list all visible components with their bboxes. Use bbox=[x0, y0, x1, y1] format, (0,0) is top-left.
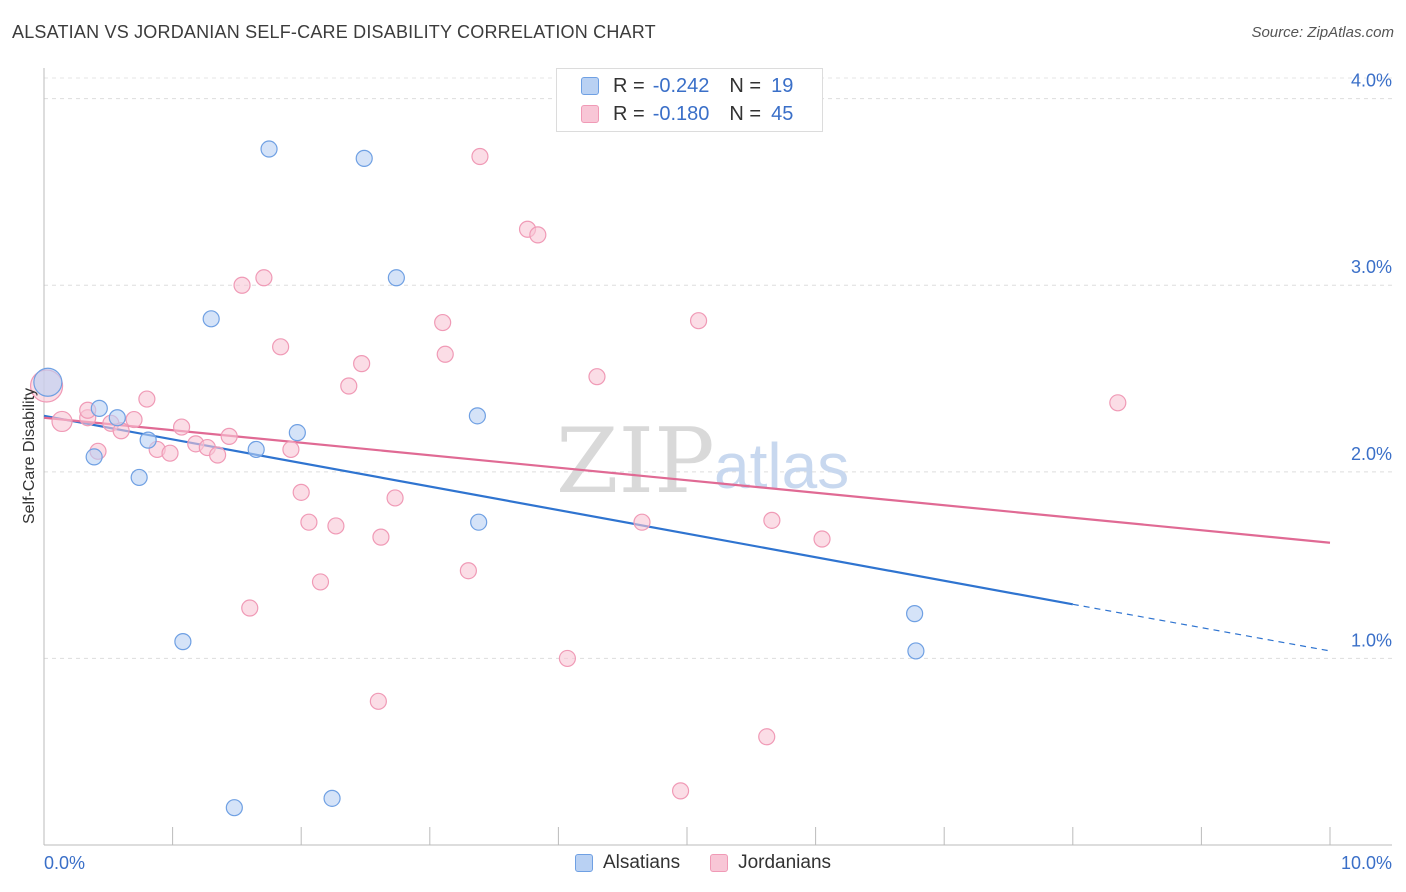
r-label: R = bbox=[613, 102, 645, 125]
jordanians-point bbox=[311, 573, 330, 591]
alsatians-point bbox=[260, 140, 278, 158]
jordanians-point bbox=[292, 483, 310, 501]
jordanians-point bbox=[241, 599, 259, 617]
jordanians-point bbox=[161, 444, 179, 462]
jordanians-point bbox=[459, 562, 477, 580]
jordanians-r-value: -0.180 bbox=[652, 102, 710, 125]
chart-source: Source: ZipAtlas.com bbox=[1251, 24, 1394, 41]
alsatians-point bbox=[355, 149, 373, 167]
watermark-zip: ZIP bbox=[556, 409, 715, 514]
alsatians-r-value: -0.242 bbox=[652, 74, 710, 97]
jordanians-point bbox=[633, 513, 651, 531]
axes bbox=[43, 68, 1392, 846]
n-label: N = bbox=[729, 74, 762, 97]
n-label: N = bbox=[729, 102, 762, 125]
alsatians-n-value: 19 bbox=[771, 74, 794, 97]
alsatians-point bbox=[906, 605, 924, 623]
alsatians-point bbox=[288, 424, 306, 442]
jordanians-point bbox=[386, 489, 404, 507]
alsatians-point bbox=[387, 269, 405, 287]
tick-labels: 1.0% 2.0% 3.0% 4.0% 0.0% 10.0% bbox=[44, 71, 1392, 873]
jordanians-point bbox=[282, 440, 300, 459]
jordanians-point bbox=[529, 226, 547, 244]
y-tick-label: 2.0% bbox=[1351, 444, 1392, 464]
y-tick-label: 4.0% bbox=[1351, 71, 1392, 91]
jordanians-point bbox=[327, 517, 345, 535]
alsatians-point bbox=[323, 789, 341, 807]
x-tick-label: 10.0% bbox=[1341, 853, 1392, 873]
jordanians-point bbox=[372, 528, 390, 546]
jordanians-point bbox=[689, 312, 708, 330]
alsatians-point bbox=[85, 448, 103, 466]
jordanians-point bbox=[138, 390, 156, 408]
alsatians-trend-extension bbox=[1072, 603, 1331, 652]
y-axis-label: Self-Care Disability bbox=[21, 388, 38, 524]
alsatians-point bbox=[130, 468, 148, 487]
y-tick-label: 1.0% bbox=[1351, 630, 1392, 650]
y-tick-label: 3.0% bbox=[1351, 257, 1392, 277]
jordanians-point bbox=[353, 355, 371, 373]
alsatians-swatch bbox=[581, 77, 599, 95]
watermark: ZIP atlas bbox=[556, 409, 849, 514]
alsatians-point bbox=[907, 642, 925, 660]
jordanians-point bbox=[209, 446, 227, 464]
legend-item-alsatians: Alsatians bbox=[574, 852, 681, 874]
jordanians-point bbox=[671, 782, 690, 800]
alsatians-point bbox=[139, 431, 157, 449]
jordanians-legend-label: Jordanians bbox=[738, 852, 832, 873]
r-label: R = bbox=[613, 74, 645, 97]
jordanians-point bbox=[233, 276, 251, 294]
legend-item-jordanians: Jordanians bbox=[710, 852, 831, 874]
data-points bbox=[29, 140, 1127, 817]
alsatians-point bbox=[174, 633, 192, 651]
jordanians-swatch bbox=[581, 105, 599, 123]
watermark-atlas: atlas bbox=[714, 430, 849, 502]
grid-lines bbox=[44, 77, 1392, 659]
jordanians-point bbox=[173, 418, 191, 436]
jordanians-point bbox=[471, 147, 489, 166]
alsatians-point bbox=[247, 440, 265, 459]
alsatians-point bbox=[468, 407, 486, 425]
jordanians-point bbox=[340, 377, 358, 395]
alsatians-point bbox=[225, 799, 243, 817]
jordanians-point bbox=[1109, 394, 1127, 412]
alsatians-point bbox=[202, 310, 220, 328]
jordanians-n-value: 45 bbox=[771, 102, 794, 125]
jordanians-point bbox=[300, 513, 318, 531]
alsatians-legend-swatch bbox=[574, 854, 593, 872]
alsatians-point bbox=[33, 367, 63, 397]
x-tick-label: 0.0% bbox=[44, 853, 85, 873]
jordanians-point bbox=[125, 410, 143, 429]
series-legend: Alsatians Jordanians bbox=[0, 852, 1406, 874]
jordanians-point bbox=[220, 427, 238, 445]
jordanians-legend-swatch bbox=[710, 854, 729, 872]
jordanians-trend-line bbox=[43, 416, 1331, 544]
jordanians-point bbox=[436, 345, 454, 363]
alsatians-point bbox=[90, 399, 108, 417]
jordanians-point bbox=[588, 368, 606, 386]
jordanians-point bbox=[813, 530, 831, 548]
jordanians-point bbox=[758, 728, 776, 746]
alsatians-legend-label: Alsatians bbox=[602, 852, 681, 873]
legend-row-jordanians: R = -0.180 N = 45 bbox=[581, 101, 793, 127]
jordanians-point bbox=[558, 649, 577, 668]
jordanians-point bbox=[255, 269, 273, 287]
jordanians-point bbox=[434, 313, 452, 332]
jordanians-point bbox=[763, 511, 781, 529]
legend-row-alsatians: R = -0.242 N = 19 bbox=[581, 73, 793, 99]
jordanians-point bbox=[272, 338, 290, 356]
alsatians-point bbox=[470, 513, 488, 531]
chart-title: ALSATIAN VS JORDANIAN SELF-CARE DISABILI… bbox=[12, 22, 656, 42]
jordanians-point bbox=[51, 410, 73, 433]
stats-legend: R = -0.242 N = 19 R = -0.180 N = 45 bbox=[556, 68, 823, 132]
jordanians-point bbox=[369, 692, 387, 710]
alsatians-point bbox=[108, 409, 126, 427]
